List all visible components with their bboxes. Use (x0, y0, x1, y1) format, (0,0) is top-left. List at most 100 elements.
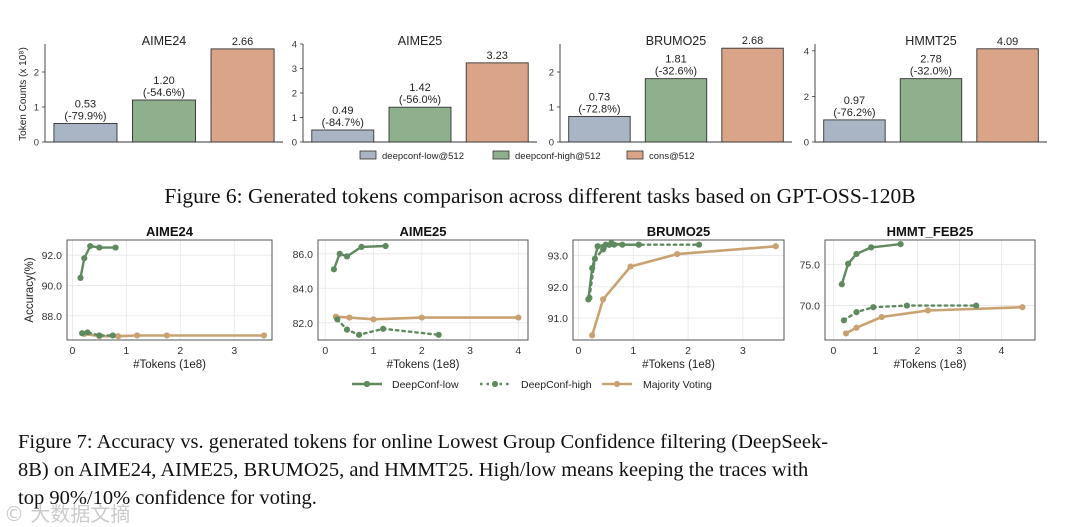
bar-chart-title: BRUMO25 (646, 34, 706, 48)
data-point-DeepConf-high (695, 241, 703, 248)
data-point-DeepConf-high (435, 331, 442, 338)
data-point-DeepConf-high (840, 317, 848, 324)
data-point-DeepConf-low (619, 241, 626, 248)
data-point-Majority Voting (163, 332, 170, 339)
data-point-Majority Voting (600, 296, 607, 303)
x-tick-label: 1 (872, 345, 878, 357)
y-tick-label: 86.0 (293, 249, 314, 261)
x-tick-label: 1 (371, 345, 377, 357)
data-point-Majority Voting (1019, 304, 1026, 311)
data-point-DeepConf-low (838, 281, 845, 288)
data-point-Majority Voting (627, 263, 634, 270)
x-tick-label: 3 (231, 345, 237, 357)
y-tick-label: 1 (549, 103, 554, 114)
data-point-DeepConf-low (853, 250, 860, 258)
bar-data-label: 2.66 (232, 36, 253, 48)
data-point-DeepConf-low (77, 274, 84, 281)
legend-label: cons@512 (649, 151, 695, 162)
x-tick-label: 2 (914, 345, 920, 357)
y-tick-label: 82.0 (293, 318, 314, 330)
bar-deepconf-low@512 (823, 119, 886, 143)
bar-chart-title: HMMT25 (905, 34, 956, 48)
legend-swatch-cons@512 (626, 150, 644, 160)
bar-data-label: (-32.0%) (910, 66, 952, 78)
bar-cons@512 (465, 62, 529, 143)
plot-frame (66, 239, 273, 341)
bar-deepconf-high@512 (132, 99, 196, 143)
x-tick-label: 2 (419, 345, 425, 357)
data-point-DeepConf-low (96, 244, 103, 251)
data-point-DeepConf-low (608, 240, 615, 247)
y-tick-label: 91.0 (548, 313, 569, 325)
line-chart-title: AIME25 (400, 224, 447, 239)
data-point-DeepConf-high (96, 332, 103, 339)
x-tick-label: 3 (956, 345, 962, 357)
figure7-y-axis-label: Accuracy(%) (24, 257, 36, 322)
data-point-Majority Voting (418, 314, 425, 321)
data-point-DeepConf-low (343, 253, 351, 260)
y-tick-label: 84.0 (293, 283, 314, 295)
data-point-DeepConf-high (600, 246, 607, 253)
legend-marker-DeepConf-high (491, 380, 499, 388)
data-point-DeepConf-high (380, 325, 387, 332)
data-point-Majority Voting (772, 243, 779, 250)
bar-data-label: 3.23 (487, 50, 508, 62)
bar-deepconf-low@512 (53, 122, 118, 143)
data-point-Majority Voting (878, 313, 885, 321)
watermark-text: © 大数据文摘 (4, 502, 131, 526)
x-tick-label: 0 (576, 345, 582, 357)
data-point-DeepConf-high (79, 330, 86, 337)
x-tick-label: 1 (123, 345, 129, 357)
series-line-DeepConf-low (587, 241, 640, 301)
legend-swatch-deepconf-high@512 (492, 150, 510, 160)
data-point-DeepConf-high (334, 316, 341, 323)
data-point-Majority Voting (853, 324, 860, 331)
bar-chart-title: AIME25 (398, 34, 443, 48)
data-point-Majority Voting (346, 314, 353, 321)
bar-data-label: 0.49 (332, 105, 353, 117)
data-point-DeepConf-low (382, 242, 389, 250)
x-tick-label: 0 (830, 345, 836, 357)
y-tick-label: 1 (34, 103, 39, 114)
legend-label: deepconf-low@512 (382, 151, 464, 162)
series-line-Majority Voting (590, 245, 778, 337)
legend-marker-Majority Voting (613, 380, 621, 388)
x-tick-label: 1 (630, 345, 636, 357)
data-point-DeepConf-low (87, 242, 94, 250)
data-point-DeepConf-high (973, 302, 980, 309)
y-tick-label: 92.0 (42, 250, 63, 262)
line-chart-title: HMMT_FEB25 (887, 224, 974, 239)
figure6-caption: Figure 6: Generated tokens comparison ac… (164, 184, 916, 208)
data-point-DeepConf-low (868, 244, 875, 251)
bar-data-label: 0.73 (589, 91, 610, 103)
x-axis-label: #Tokens (1e8) (642, 359, 715, 371)
figure7-caption-line-2: 8B) on AIME24, AIME25, BRUMO25, and HMMT… (18, 459, 809, 481)
y-tick-label: 90.0 (42, 280, 63, 292)
bar-cons@512 (976, 48, 1039, 143)
y-tick-label: 75.0 (800, 260, 821, 272)
data-point-Majority Voting (115, 333, 122, 340)
data-point-DeepConf-high (903, 302, 911, 309)
line-chart-title: AIME24 (146, 224, 194, 239)
bar-data-label: 0.53 (75, 98, 96, 110)
x-axis-label: #Tokens (1e8) (894, 359, 967, 371)
data-point-DeepConf-high (84, 329, 91, 336)
bar-cons@512 (210, 48, 275, 143)
x-tick-label: 3 (740, 345, 746, 357)
data-point-DeepConf-low (635, 241, 642, 248)
x-tick-label: 0 (69, 345, 75, 357)
data-point-Majority Voting (674, 250, 681, 258)
y-tick-label: 2 (292, 89, 297, 100)
data-point-DeepConf-low (81, 255, 88, 262)
legend-label: deepconf-high@512 (515, 151, 601, 162)
y-tick-label: 0 (549, 138, 554, 149)
figure7-caption-line-1: Figure 7: Accuracy vs. generated tokens … (18, 431, 829, 453)
bar-data-label: 0.97 (844, 95, 865, 107)
data-point-DeepConf-high (355, 331, 363, 338)
data-point-DeepConf-low (897, 240, 904, 248)
data-point-DeepConf-low (845, 260, 852, 267)
y-tick-label: 1 (292, 113, 297, 124)
data-point-DeepConf-high (343, 326, 351, 333)
y-tick-label: 4 (804, 46, 809, 57)
x-tick-label: 2 (685, 345, 691, 357)
